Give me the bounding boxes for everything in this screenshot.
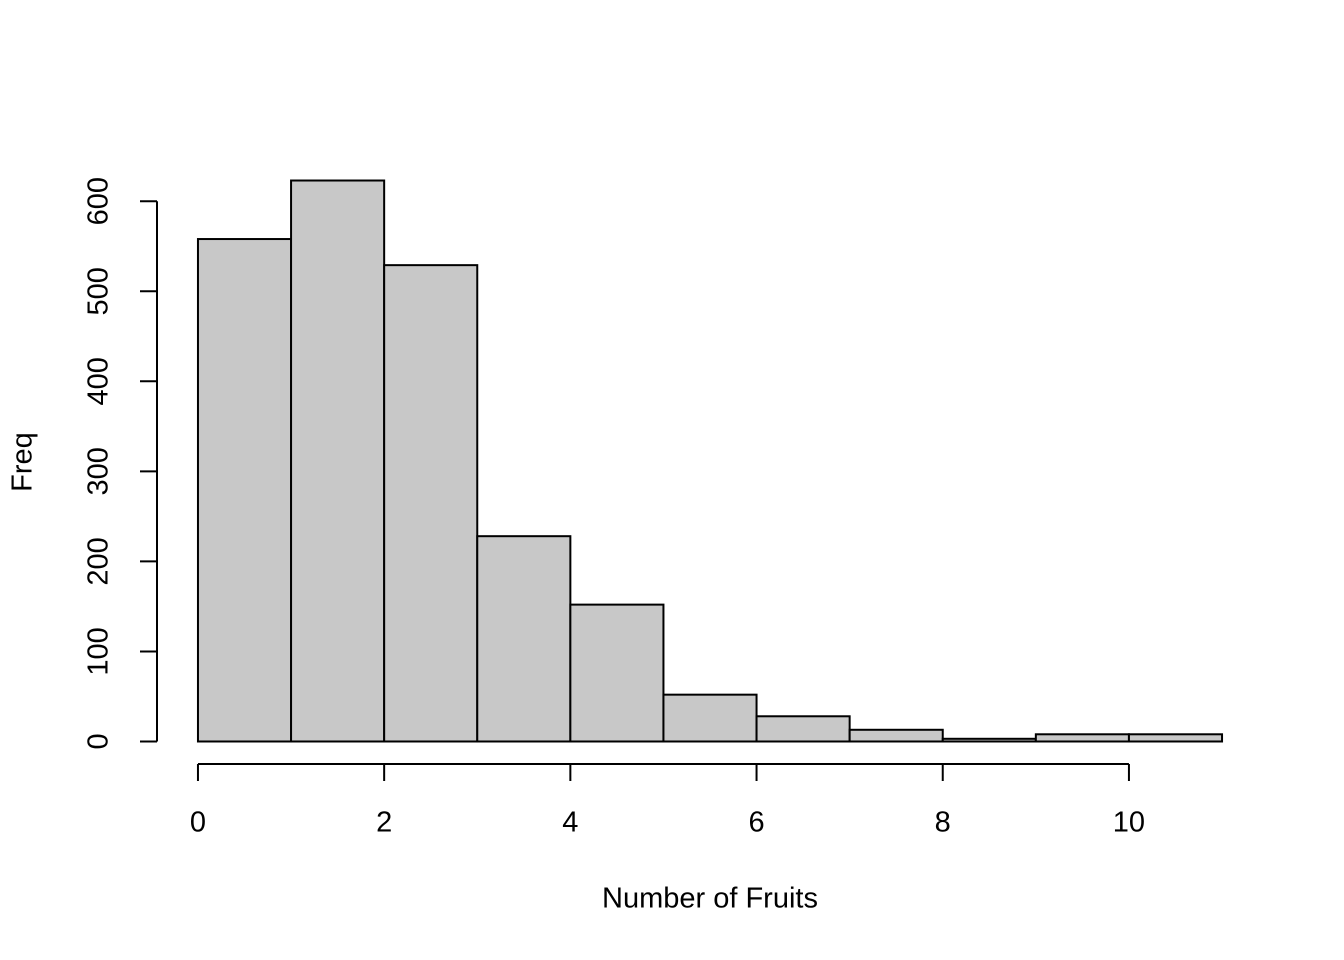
y-tick-label: 100 — [83, 627, 115, 675]
y-tick-label: 500 — [83, 267, 115, 315]
x-tick-label: 4 — [562, 807, 578, 839]
x-tick-label: 6 — [748, 807, 764, 839]
y-axis-label: Freq — [7, 432, 39, 492]
bar — [1034, 733, 1130, 743]
y-tick-label: 300 — [83, 447, 115, 495]
x-axis-label: Number of Fruits — [602, 883, 818, 915]
bar — [290, 179, 386, 743]
y-tick-label: 0 — [83, 733, 115, 749]
bar — [755, 715, 851, 743]
bar — [848, 728, 944, 743]
x-tick-label: 0 — [190, 807, 206, 839]
bar — [196, 238, 293, 743]
bar — [383, 264, 479, 743]
bar — [662, 693, 758, 743]
y-tick-label: 600 — [83, 177, 115, 225]
x-tick-label: 10 — [1113, 807, 1145, 839]
y-tick-label: 400 — [83, 357, 115, 405]
x-tick-label: 2 — [376, 807, 392, 839]
y-tick-label: 200 — [83, 537, 115, 585]
bar — [941, 737, 1037, 743]
bar — [1127, 733, 1224, 743]
bar — [569, 603, 665, 743]
bar — [476, 535, 572, 743]
x-tick-label: 8 — [935, 807, 951, 839]
